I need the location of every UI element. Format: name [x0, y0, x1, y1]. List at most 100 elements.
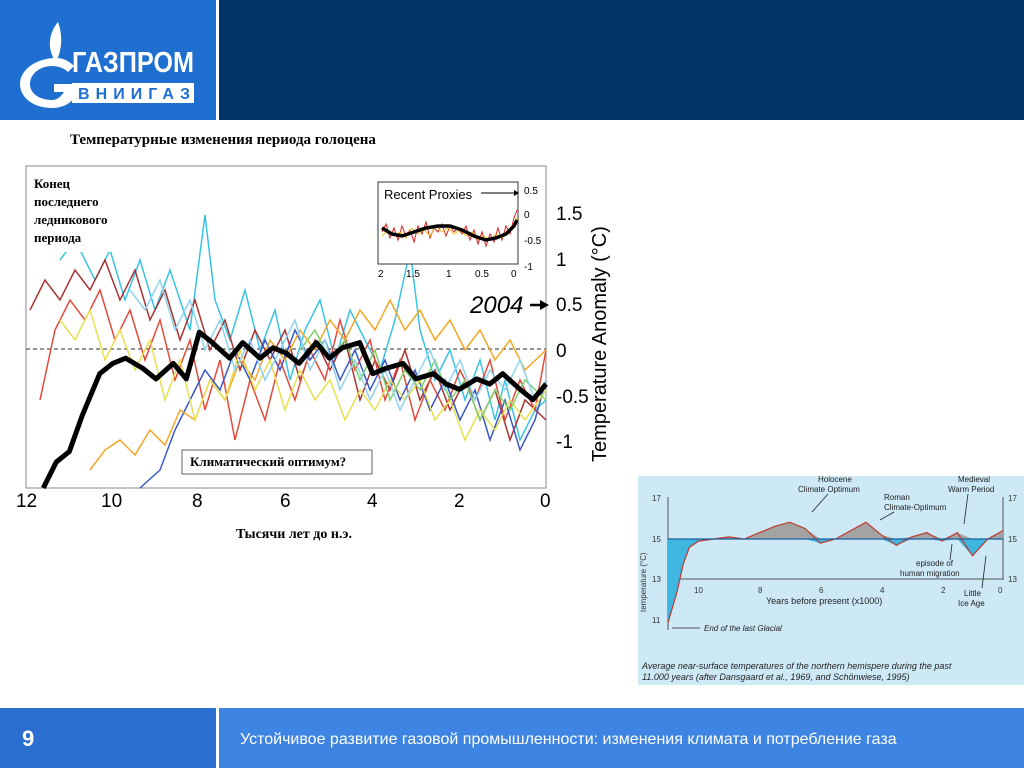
xtick-label: 6 [280, 491, 291, 512]
xtick-label: 10 [101, 491, 122, 512]
side-annot-pointer [949, 543, 953, 561]
average-series-line [41, 329, 548, 490]
side-caption: Average near-surface temperatures of the… [641, 661, 954, 682]
side-annot-line: Ice Age [958, 599, 985, 608]
ytick-label: 1.5 [556, 204, 582, 225]
inset-xtick: 2 [378, 269, 384, 280]
side-annot-line: Roman [884, 493, 910, 502]
side-annot-holocene: Holocene Climate Optimum [798, 475, 860, 494]
logo-subtitle-box [72, 83, 194, 103]
ytick-label: 0.5 [556, 295, 582, 316]
flame-g-icon [20, 22, 74, 108]
optimum-annotation: Климатический оптимум? [190, 454, 346, 469]
footer-bar [219, 708, 1024, 768]
side-xtick: 4 [880, 586, 885, 595]
side-annot-pointer [981, 555, 987, 589]
ytick-label: -0.5 [556, 387, 589, 408]
xtick-label: 2 [454, 491, 465, 512]
inset-xtick: 0.5 [475, 269, 489, 280]
xtick-label: 0 [540, 491, 551, 512]
inset-xtick: 0 [511, 269, 517, 280]
footer-title: Устойчивое развитие газовой промышленнос… [240, 731, 897, 748]
xtick-label: 12 [16, 491, 37, 512]
side-x-label: Years before present (x1000) [766, 596, 882, 606]
glacial-annotation-line: периода [34, 230, 82, 245]
y-axis-label: Temperature Anomaly (°C) [589, 226, 611, 462]
proxy-series-orange [89, 298, 547, 471]
side-ytick-right: 17 [1008, 494, 1017, 503]
side-temperature-line [667, 521, 1004, 624]
side-annot-pointer [879, 511, 895, 521]
inset-average-line [381, 219, 519, 242]
side-ytick: 15 [652, 535, 661, 544]
xtick-label: 8 [192, 491, 203, 512]
optimum-annotation-box [181, 449, 373, 475]
ytick-label: 1 [556, 250, 567, 271]
side-caption-line: 11.000 years (after Dansgaard et al., 19… [642, 672, 910, 682]
side-ytick: 13 [652, 575, 661, 584]
side-annot-little-ice: Little Ice Age [958, 589, 985, 608]
page-number: 9 [22, 726, 35, 751]
side-xtick: 10 [694, 586, 703, 595]
side-annot-glacial: End of the last Glacial [704, 624, 782, 633]
side-annot-roman: Roman Climate-Optimum [884, 493, 947, 512]
glacial-annotation-line: Конец [34, 176, 71, 191]
side-xtick: 2 [941, 586, 946, 595]
footer-page-panel [0, 708, 216, 768]
glacial-annotation: Конец последнего ледникового периода [34, 176, 111, 245]
side-annot-line: Warm Period [948, 485, 994, 494]
side-caption-line: Average near-surface temperatures of the… [641, 661, 952, 671]
chart-title: Температурные изменения периода голоцена [70, 132, 376, 148]
inset-xtick: 1 [446, 269, 452, 280]
glacial-annotation-bg [30, 172, 132, 252]
side-annot-line: Medieval [958, 475, 990, 484]
annotation-2004: 2004 [469, 292, 523, 319]
side-annot-pointer [811, 493, 829, 513]
proxy-series-darkred [29, 258, 547, 443]
inset-ytick: 0 [524, 210, 530, 221]
header-bar [219, 0, 1024, 120]
side-annot-line: episode of [916, 559, 954, 568]
side-xtick: 0 [998, 586, 1003, 595]
annotation-2004-arrowhead [540, 300, 549, 310]
inset-xtick: 1.5 [406, 269, 420, 280]
side-ytick: 17 [652, 494, 661, 503]
inset-ytick: 0.5 [524, 186, 538, 197]
side-annot-line: human migration [900, 569, 960, 578]
side-annot-line: Climate Optimum [798, 485, 860, 494]
side-chart-bg [638, 476, 1024, 685]
logo-title: ГАЗПРОМ [72, 47, 194, 79]
side-annot-line: Holocene [818, 475, 852, 484]
logo-subtitle: ВНИИГАЗ [78, 86, 190, 103]
inset-frame [377, 181, 519, 265]
inset-arrowhead [514, 190, 519, 196]
side-area-warm [668, 522, 1003, 539]
side-xtick: 6 [819, 586, 824, 595]
glacial-annotation-line: ледникового [34, 212, 107, 227]
main-chart: Recent Proxies 2 1.5 1 0.5 0 0.5 0 -0.5 … [16, 165, 611, 512]
x-axis-title: Тысячи лет до н.э. [236, 527, 352, 542]
inset-title: Recent Proxies [384, 187, 473, 202]
side-y-label: temperature (°C) [639, 552, 648, 612]
inset-ytick: -0.5 [524, 236, 542, 247]
ytick-label: 0 [556, 341, 567, 362]
side-annot-pointer [963, 493, 969, 525]
gazprom-logo: ГАЗПРОМ ВНИИГАЗ [20, 22, 194, 108]
side-ytick-right: 15 [1008, 535, 1017, 544]
side-annot-medieval: Medieval Warm Period [948, 475, 994, 494]
side-annot-line: Climate-Optimum [884, 503, 947, 512]
side-annot-migration: episode of human migration [900, 559, 960, 578]
side-area-cold [668, 539, 1003, 623]
proxy-series-yellow [59, 307, 547, 442]
xtick-label: 4 [367, 491, 378, 512]
side-xtick: 8 [758, 586, 763, 595]
side-ytick-right: 13 [1008, 575, 1017, 584]
proxy-series-group [29, 214, 547, 489]
inset-ytick: -1 [524, 262, 533, 273]
ytick-label: -1 [556, 432, 573, 453]
inset-chart: Recent Proxies 2 1.5 1 0.5 0 0.5 0 -0.5 … [377, 181, 542, 280]
side-ytick: 11 [652, 616, 661, 625]
glacial-annotation-line: последнего [34, 194, 99, 209]
inset-proxy-yellow [381, 217, 518, 241]
side-annot-line: Little [964, 589, 981, 598]
